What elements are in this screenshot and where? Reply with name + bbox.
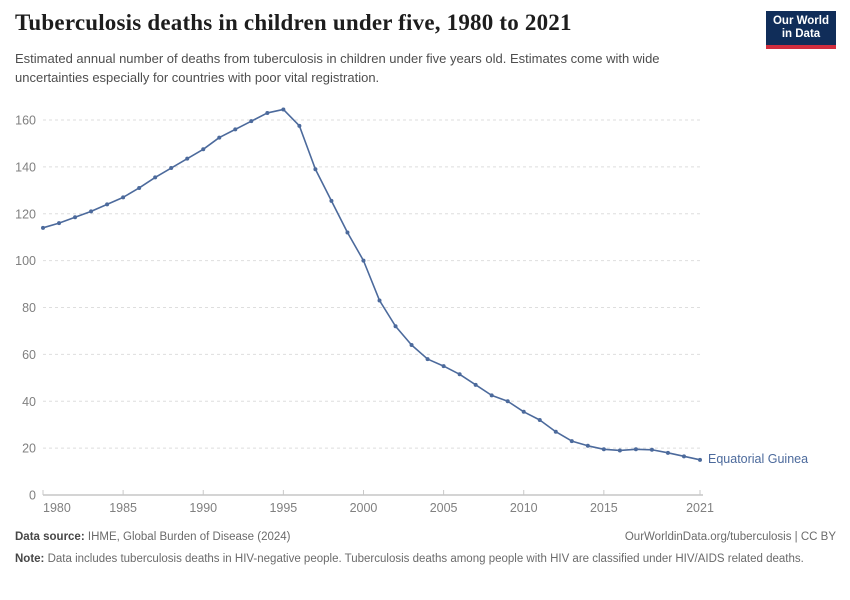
x-tick-label: 1990 — [189, 501, 217, 515]
y-tick-label: 120 — [15, 207, 36, 221]
data-point[interactable] — [361, 258, 366, 263]
data-point[interactable] — [649, 447, 654, 452]
y-tick-label: 60 — [22, 348, 36, 362]
x-tick-label: 1985 — [109, 501, 137, 515]
data-source-text: IHME, Global Burden of Disease (2024) — [87, 531, 291, 543]
data-point[interactable] — [473, 382, 478, 387]
owid-logo-line1: Our World — [772, 14, 829, 27]
data-point[interactable] — [57, 221, 62, 226]
data-point[interactable] — [105, 202, 110, 207]
series-equatorial-guinea[interactable] — [41, 107, 702, 462]
data-point[interactable] — [601, 447, 606, 452]
data-point[interactable] — [681, 454, 686, 459]
footer-note: Note: Data includes tuberculosis deaths … — [15, 551, 835, 567]
data-point[interactable] — [217, 135, 222, 140]
x-tick-label: 2005 — [430, 501, 458, 515]
data-point[interactable] — [153, 175, 158, 180]
data-point[interactable] — [441, 364, 446, 369]
data-point[interactable] — [137, 185, 142, 190]
x-tick-label: 1995 — [269, 501, 297, 515]
data-point[interactable] — [329, 198, 334, 203]
chart-subtitle: Estimated annual number of deaths from t… — [15, 51, 660, 85]
data-point[interactable] — [393, 324, 398, 329]
data-point[interactable] — [185, 156, 190, 161]
data-point[interactable] — [665, 450, 670, 455]
data-point[interactable] — [297, 123, 302, 128]
data-point[interactable] — [89, 209, 94, 214]
y-tick-label: 160 — [15, 114, 36, 128]
data-point[interactable] — [169, 166, 174, 171]
data-point[interactable] — [249, 119, 254, 124]
x-tick-label: 2021 — [686, 501, 714, 515]
data-point[interactable] — [553, 429, 558, 434]
data-point[interactable] — [281, 107, 286, 112]
data-source-label: Data source: — [15, 531, 85, 543]
data-point[interactable] — [585, 443, 590, 448]
y-tick-label: 100 — [15, 254, 36, 268]
data-point[interactable] — [409, 343, 414, 347]
y-tick-label: 40 — [22, 395, 36, 409]
x-tick-label: 2015 — [590, 501, 618, 515]
data-point[interactable] — [73, 215, 78, 220]
y-tick-label: 20 — [22, 442, 36, 456]
data-point[interactable] — [233, 127, 238, 132]
data-point[interactable] — [633, 447, 638, 452]
owid-logo[interactable]: Our World in Data — [766, 11, 836, 49]
series-line[interactable] — [42, 108, 701, 461]
data-point[interactable] — [698, 457, 702, 462]
series-end-label[interactable]: Equatorial Guinea — [708, 451, 809, 466]
y-tick-label: 80 — [22, 301, 36, 315]
data-point[interactable] — [521, 409, 526, 414]
x-tick-label: 1980 — [43, 501, 71, 515]
y-tick-label: 0 — [29, 489, 36, 503]
data-point[interactable] — [345, 230, 350, 235]
plot-canvas: 0 20 40 60 80 100 120 140 160 1980 1985 1990 1995 200… — [15, 107, 714, 515]
data-point[interactable] — [377, 298, 382, 303]
x-tick-label: 2000 — [350, 501, 378, 515]
x-tick-label: 2010 — [510, 501, 538, 515]
data-point[interactable] — [41, 225, 45, 230]
y-tick-label: 140 — [15, 160, 36, 174]
data-point[interactable] — [537, 418, 542, 422]
data-point[interactable] — [489, 393, 494, 398]
footer-note-text: Data includes tuberculosis deaths in HIV… — [47, 553, 804, 565]
data-point[interactable] — [121, 195, 126, 200]
data-point[interactable] — [569, 439, 574, 444]
data-source: Data source: IHME, Global Burden of Dise… — [15, 531, 291, 543]
data-point[interactable] — [201, 147, 206, 152]
footer-link[interactable]: OurWorldinData.org/tuberculosis | CC BY — [624, 531, 836, 543]
data-point[interactable] — [457, 372, 462, 377]
data-point[interactable] — [617, 448, 622, 453]
footer-note-label: Note: — [15, 553, 45, 565]
owid-logo-line2: in Data — [781, 28, 821, 40]
data-point[interactable] — [265, 110, 270, 115]
data-point[interactable] — [505, 399, 510, 404]
page-title: Tuberculosis deaths in children under fi… — [15, 10, 572, 35]
data-point[interactable] — [425, 357, 430, 362]
data-point[interactable] — [313, 167, 318, 172]
